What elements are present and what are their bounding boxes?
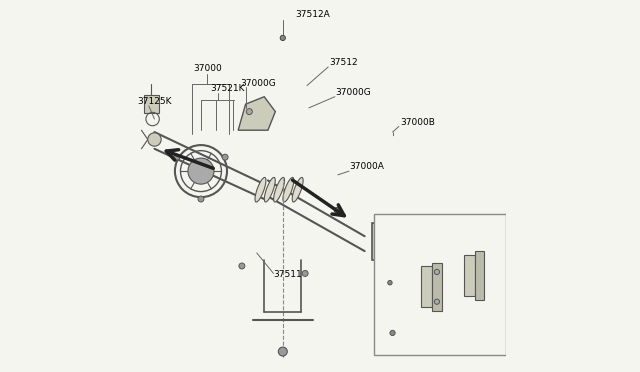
- Text: 37512: 37512: [330, 58, 358, 67]
- FancyBboxPatch shape: [145, 95, 159, 113]
- Circle shape: [388, 280, 392, 285]
- Ellipse shape: [255, 177, 266, 202]
- Circle shape: [280, 35, 285, 41]
- Text: 37000B: 37000B: [400, 118, 435, 126]
- Text: 37511: 37511: [273, 270, 302, 279]
- FancyBboxPatch shape: [374, 214, 506, 355]
- Text: 37000BA: 37000BA: [401, 285, 442, 294]
- Circle shape: [435, 299, 440, 304]
- Ellipse shape: [283, 177, 294, 202]
- Ellipse shape: [292, 177, 303, 202]
- FancyBboxPatch shape: [421, 266, 433, 307]
- FancyBboxPatch shape: [372, 223, 389, 260]
- FancyBboxPatch shape: [475, 251, 484, 300]
- Circle shape: [390, 330, 395, 336]
- Text: J37000  J: J37000 J: [400, 321, 434, 330]
- Ellipse shape: [264, 177, 275, 202]
- Polygon shape: [238, 97, 275, 130]
- Circle shape: [435, 269, 440, 275]
- Circle shape: [239, 263, 245, 269]
- Circle shape: [278, 347, 287, 356]
- Circle shape: [334, 208, 339, 213]
- FancyBboxPatch shape: [433, 263, 442, 311]
- Circle shape: [148, 133, 161, 146]
- FancyBboxPatch shape: [387, 219, 402, 264]
- Circle shape: [390, 251, 398, 259]
- FancyBboxPatch shape: [463, 255, 475, 296]
- Text: 37125K: 37125K: [138, 97, 172, 106]
- Circle shape: [302, 270, 308, 276]
- Text: 37000: 37000: [193, 64, 222, 73]
- Text: AT: AT: [378, 217, 391, 227]
- Text: 37512A: 37512A: [295, 10, 330, 19]
- Circle shape: [222, 154, 228, 160]
- Circle shape: [188, 158, 214, 184]
- Text: 37000A: 37000A: [349, 162, 385, 171]
- Circle shape: [390, 225, 398, 232]
- Circle shape: [174, 154, 180, 160]
- Ellipse shape: [274, 177, 285, 202]
- Circle shape: [390, 237, 396, 243]
- Circle shape: [198, 196, 204, 202]
- Text: 37000AA: 37000AA: [462, 251, 503, 260]
- Text: 37521K: 37521K: [211, 84, 244, 93]
- Text: 37000G: 37000G: [240, 78, 276, 87]
- Text: 37000G: 37000G: [335, 88, 371, 97]
- Circle shape: [246, 109, 252, 115]
